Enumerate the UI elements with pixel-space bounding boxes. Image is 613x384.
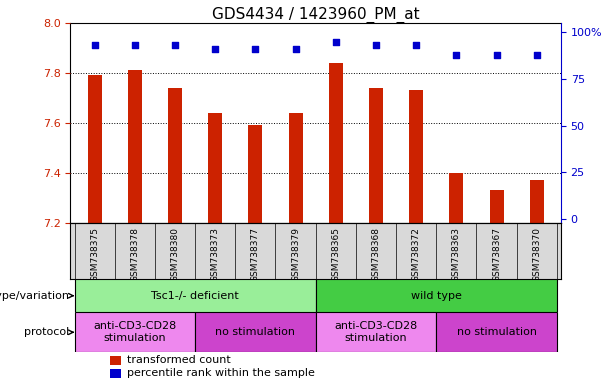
Text: GSM738368: GSM738368	[371, 227, 381, 282]
Bar	[208, 113, 223, 223]
Bar	[75, 312, 195, 352]
Bar	[248, 125, 262, 223]
Text: percentile rank within the sample: percentile rank within the sample	[127, 369, 314, 379]
Point	[291, 46, 300, 52]
Bar	[316, 279, 557, 312]
Point	[130, 42, 140, 48]
Bar	[329, 63, 343, 223]
Text: no stimulation: no stimulation	[215, 327, 295, 337]
Bar	[289, 113, 303, 223]
Point	[170, 42, 180, 48]
Point	[492, 52, 501, 58]
Point	[452, 52, 462, 58]
Point	[532, 52, 542, 58]
Text: protocol: protocol	[25, 327, 73, 337]
Bar	[490, 190, 504, 223]
Text: genotype/variation: genotype/variation	[0, 291, 73, 301]
Text: anti-CD3-CD28
stimulation: anti-CD3-CD28 stimulation	[334, 321, 417, 343]
Text: GSM738370: GSM738370	[532, 227, 541, 282]
Text: GSM738380: GSM738380	[170, 227, 180, 282]
Bar	[530, 180, 544, 223]
Point	[371, 42, 381, 48]
Point	[89, 42, 99, 48]
Text: wild type: wild type	[411, 291, 462, 301]
Bar	[449, 173, 463, 223]
Text: GSM738373: GSM738373	[211, 227, 219, 282]
Title: GDS4434 / 1423960_PM_at: GDS4434 / 1423960_PM_at	[212, 7, 419, 23]
Bar	[436, 312, 557, 352]
Text: GSM738379: GSM738379	[291, 227, 300, 282]
Text: anti-CD3-CD28
stimulation: anti-CD3-CD28 stimulation	[93, 321, 177, 343]
Bar	[195, 312, 316, 352]
Text: no stimulation: no stimulation	[457, 327, 536, 337]
Text: GSM738363: GSM738363	[452, 227, 461, 282]
Point	[210, 46, 220, 52]
Bar	[168, 88, 182, 223]
Point	[251, 46, 261, 52]
Text: GSM738367: GSM738367	[492, 227, 501, 282]
Bar	[110, 369, 121, 378]
Bar	[316, 312, 436, 352]
Bar	[409, 90, 423, 223]
Text: Tsc1-/- deficient: Tsc1-/- deficient	[151, 291, 239, 301]
Text: GSM738375: GSM738375	[90, 227, 99, 282]
Point	[411, 42, 421, 48]
Text: GSM738377: GSM738377	[251, 227, 260, 282]
Text: transformed count: transformed count	[127, 355, 230, 365]
Bar	[88, 75, 102, 223]
Text: GSM738372: GSM738372	[412, 227, 421, 282]
Bar	[110, 356, 121, 365]
Text: GSM738365: GSM738365	[331, 227, 340, 282]
Text: GSM738378: GSM738378	[131, 227, 139, 282]
Bar	[128, 70, 142, 223]
Bar	[369, 88, 383, 223]
Bar	[75, 279, 316, 312]
Point	[331, 39, 341, 45]
